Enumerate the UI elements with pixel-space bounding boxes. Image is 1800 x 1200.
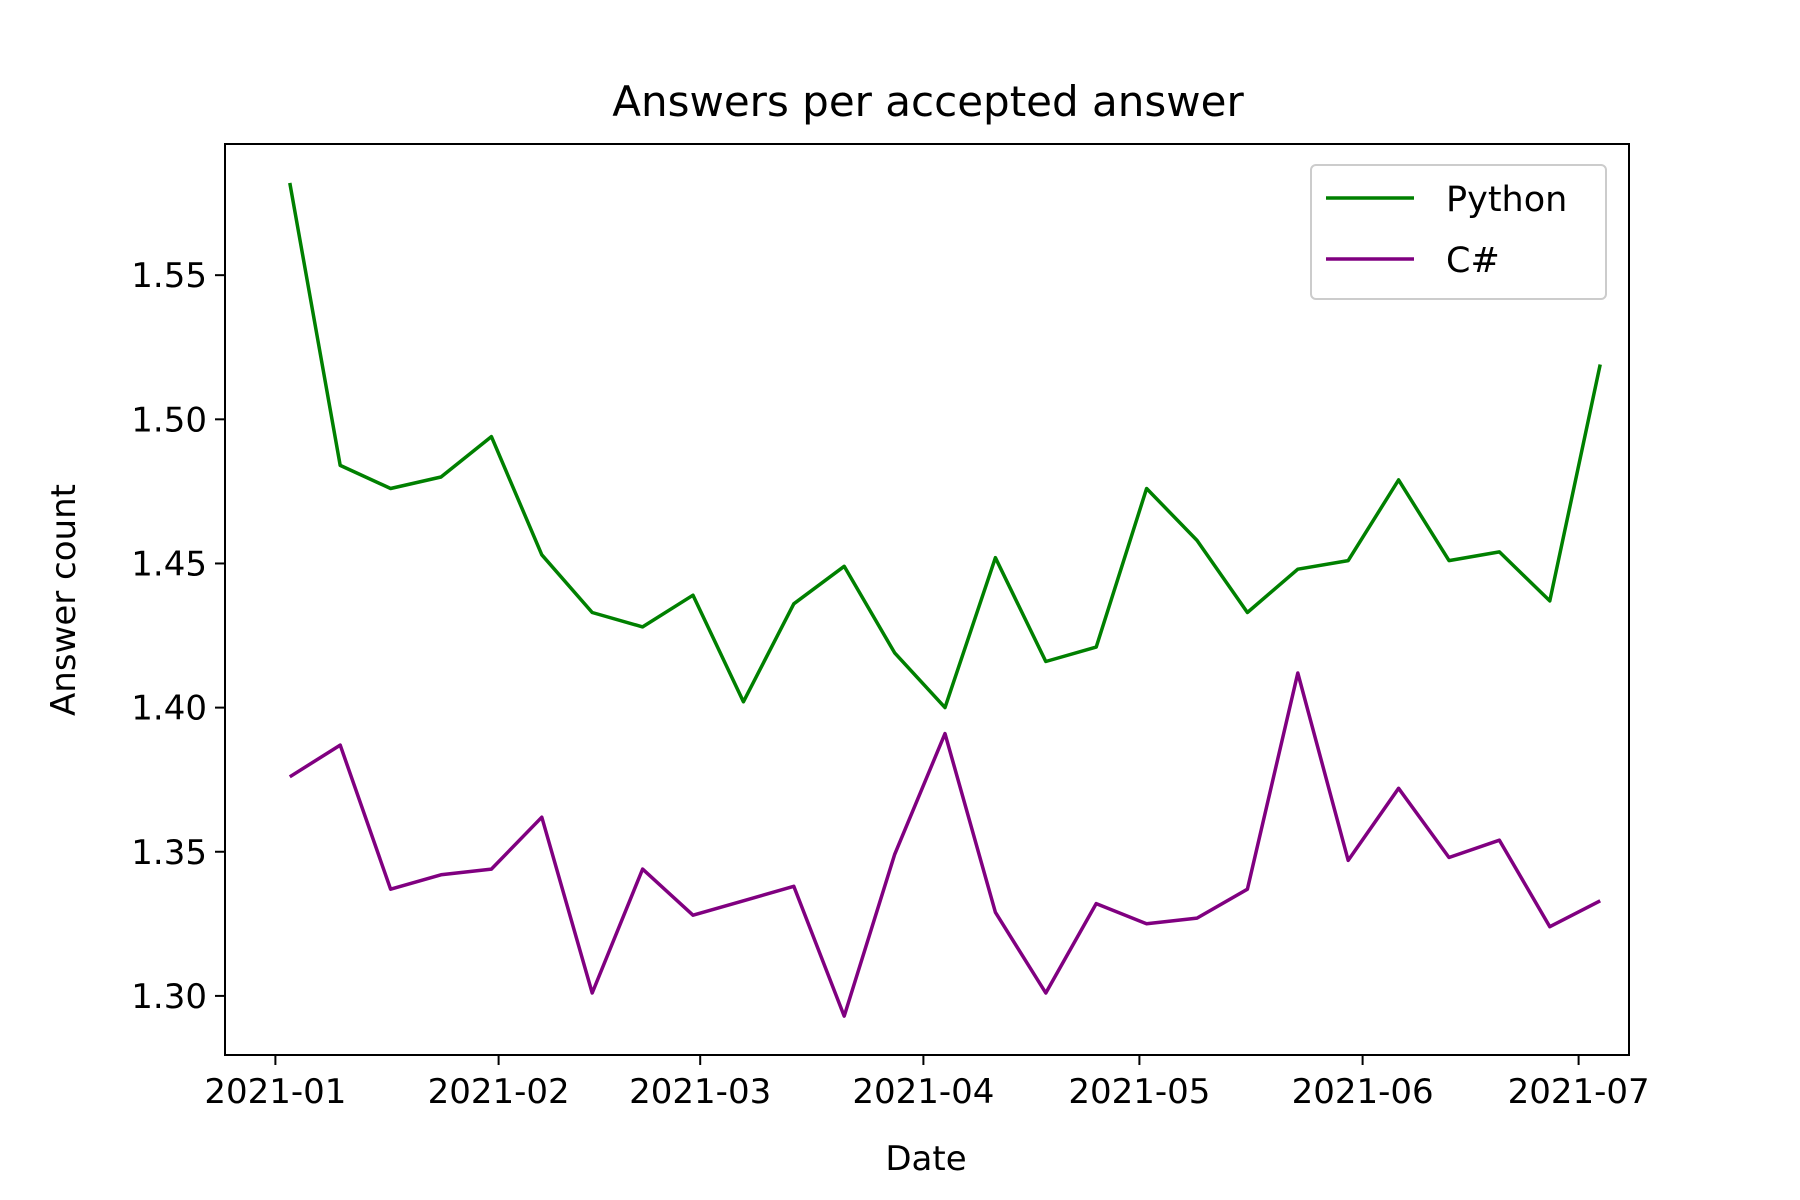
series-layer (288, 182, 1602, 1018)
x-tick-label: 2021-05 (1068, 1072, 1210, 1112)
series-line-csharp (288, 671, 1601, 1018)
y-axis-label: Answer count (44, 484, 84, 716)
x-tick-label: 2021-03 (629, 1072, 771, 1112)
x-axis: 2021-01 2021-02 2021-03 2021-04 2021-05 2021-… (204, 1055, 1650, 1112)
y-axis: 1.30 1.35 1.40 1.45 1.50 1.55 (131, 256, 225, 1017)
plot-frame (224, 143, 1630, 1056)
x-tick-label: 2021-04 (852, 1072, 994, 1112)
x-axis-label: Date (885, 1139, 966, 1179)
y-tick-label: 1.30 (131, 977, 207, 1017)
x-tick-label: 2021-01 (204, 1072, 346, 1112)
series-line-python (288, 182, 1602, 710)
x-tick-label: 2021-06 (1292, 1072, 1434, 1112)
y-tick-label: 1.45 (131, 544, 207, 584)
legend-label-python: Python (1446, 180, 1567, 220)
y-tick-label: 1.40 (131, 689, 207, 729)
x-tick-label: 2021-07 (1508, 1072, 1650, 1112)
legend-label-csharp: C# (1446, 241, 1500, 281)
x-tick-label: 2021-02 (428, 1072, 570, 1112)
legend: Python C# (1310, 164, 1607, 300)
chart-title: Answers per accepted answer (612, 77, 1244, 126)
y-tick-label: 1.55 (131, 256, 207, 296)
y-tick-label: 1.50 (131, 400, 207, 440)
y-tick-label: 1.35 (131, 833, 207, 873)
